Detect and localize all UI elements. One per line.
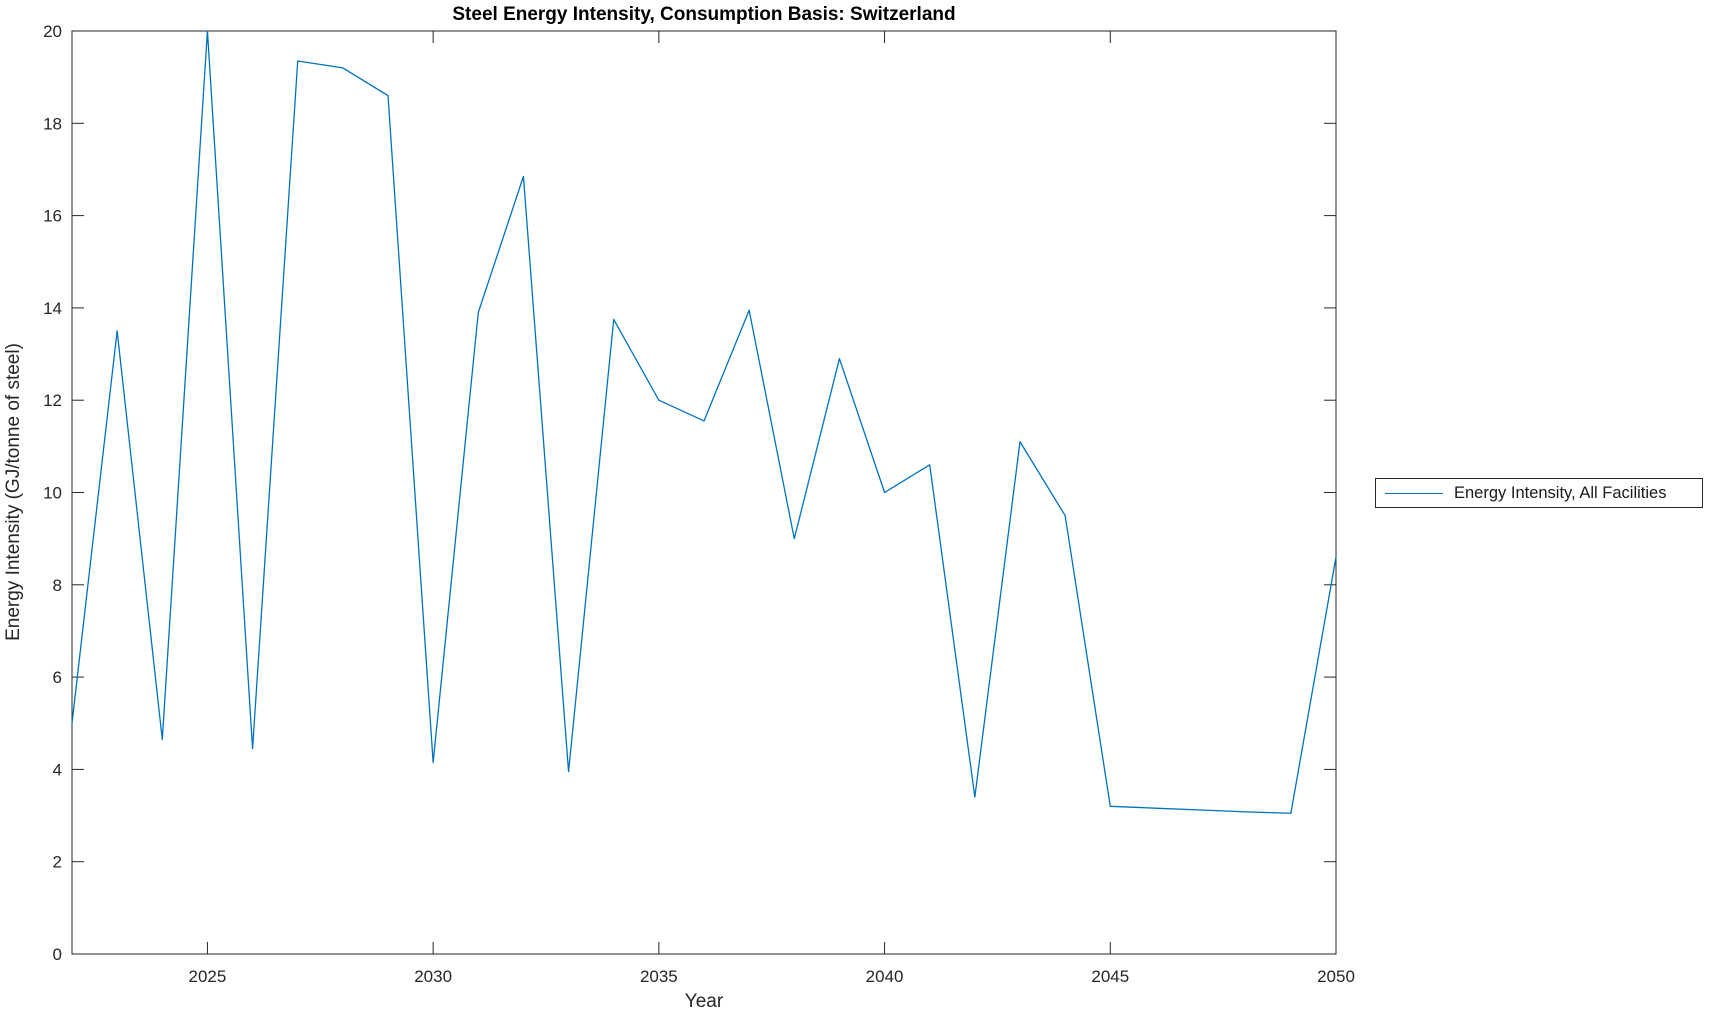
y-tick-label: 10 xyxy=(43,484,62,503)
y-tick-label: 6 xyxy=(53,668,62,687)
legend-entry-label: Energy Intensity, All Facilities xyxy=(1454,483,1667,502)
y-tick-label: 18 xyxy=(43,114,62,133)
legend-line-sample xyxy=(1385,492,1443,494)
axes-box xyxy=(71,30,1337,955)
y-tick-label: 20 xyxy=(43,22,62,41)
y-tick-label: 2 xyxy=(53,853,62,872)
y-axis-label: Energy Intensity (GJ/tonne of steel) xyxy=(3,343,24,641)
x-tick-label: 2025 xyxy=(189,967,227,986)
y-tick-label: 12 xyxy=(43,391,62,410)
chart-title: Steel Energy Intensity, Consumption Basi… xyxy=(452,4,956,25)
x-tick-label: 2050 xyxy=(1317,967,1355,986)
y-tick-label: 0 xyxy=(53,945,62,964)
y-tick-label: 16 xyxy=(43,207,62,226)
y-tick-label: 8 xyxy=(53,576,62,595)
data-line xyxy=(71,30,1337,814)
x-tick-label: 2040 xyxy=(866,967,904,986)
legend: Energy Intensity, All Facilities xyxy=(1375,478,1703,508)
x-axis-label: Year xyxy=(684,991,724,1012)
y-tick-label: 14 xyxy=(43,299,62,318)
x-tick-label: 2030 xyxy=(414,967,452,986)
y-tick-label: 4 xyxy=(53,760,62,779)
x-tick-label: 2045 xyxy=(1091,967,1129,986)
x-tick-label: 2035 xyxy=(640,967,678,986)
